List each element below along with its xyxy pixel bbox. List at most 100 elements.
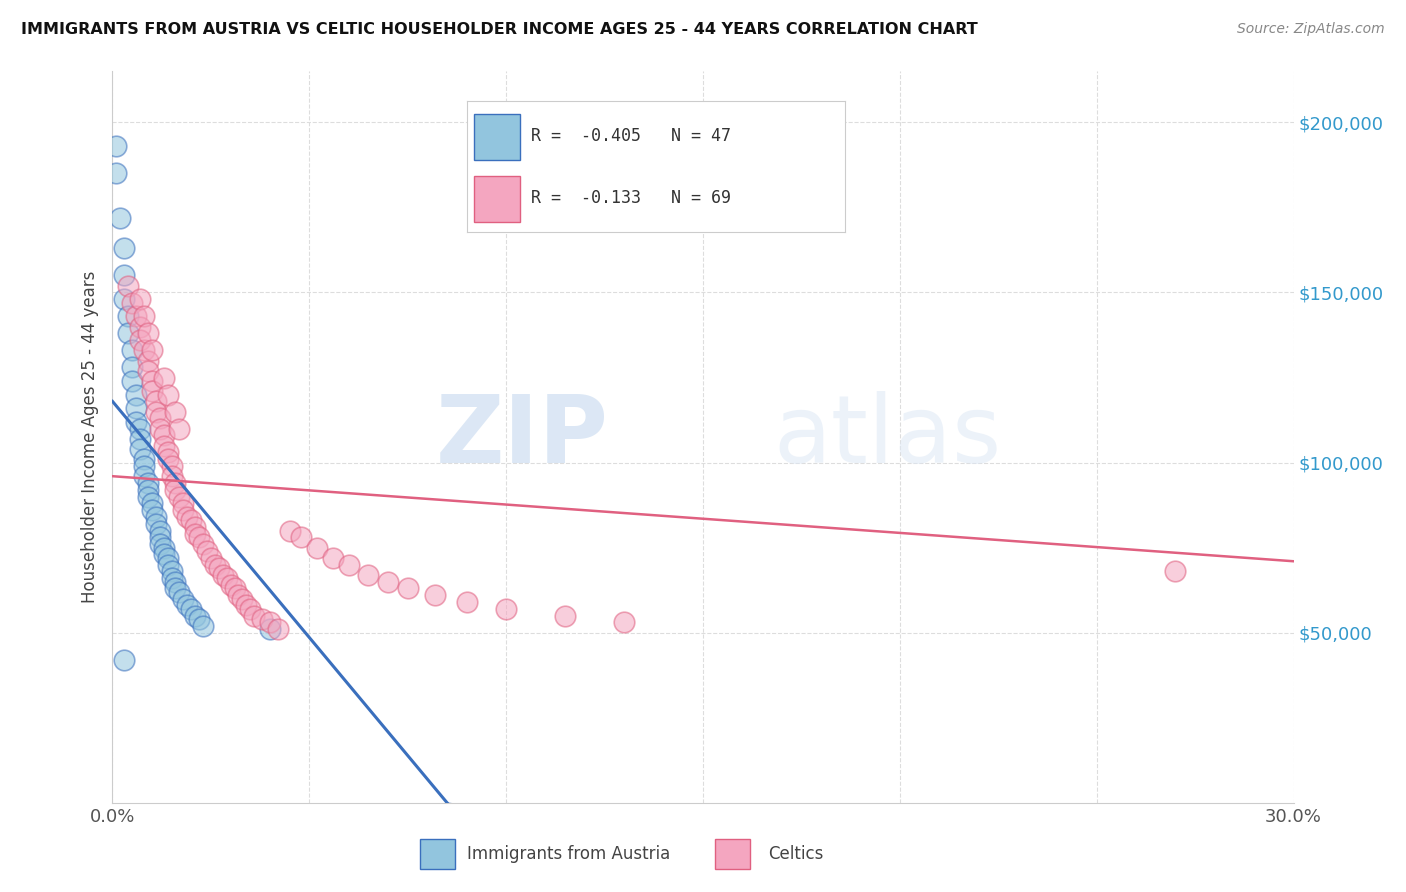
Point: [377, 574, 399, 589]
Point: [160, 469, 183, 483]
Point: [152, 439, 174, 453]
Point: [112, 268, 135, 283]
Point: [224, 582, 246, 596]
Point: [156, 445, 179, 459]
Point: [211, 567, 233, 582]
Point: [112, 293, 135, 307]
Point: [250, 612, 273, 626]
Point: [105, 139, 128, 153]
Point: [129, 333, 152, 347]
Point: [105, 166, 128, 180]
Point: [191, 619, 214, 633]
Point: [208, 561, 231, 575]
Point: [152, 541, 174, 555]
Point: [184, 608, 207, 623]
Point: [156, 550, 179, 565]
Point: [172, 496, 194, 510]
Point: [169, 421, 191, 435]
Point: [160, 571, 183, 585]
Point: [156, 558, 179, 572]
Point: [176, 510, 198, 524]
Point: [149, 537, 172, 551]
Point: [180, 513, 202, 527]
Point: [112, 241, 135, 255]
Point: [141, 374, 163, 388]
Point: [149, 411, 172, 425]
Point: [149, 421, 172, 435]
Point: [129, 421, 152, 435]
Point: [145, 516, 167, 531]
Point: [290, 531, 312, 545]
Point: [136, 475, 159, 490]
Text: IMMIGRANTS FROM AUSTRIA VS CELTIC HOUSEHOLDER INCOME AGES 25 - 44 YEARS CORRELAT: IMMIGRANTS FROM AUSTRIA VS CELTIC HOUSEH…: [21, 22, 977, 37]
Point: [117, 326, 139, 341]
Point: [195, 544, 218, 558]
Point: [165, 574, 187, 589]
Point: [267, 622, 290, 636]
Point: [176, 599, 198, 613]
Text: atlas: atlas: [773, 391, 1002, 483]
Point: [228, 588, 250, 602]
Point: [141, 503, 163, 517]
Point: [132, 452, 155, 467]
Point: [188, 612, 211, 626]
Point: [396, 582, 419, 596]
Text: Source: ZipAtlas.com: Source: ZipAtlas.com: [1237, 22, 1385, 37]
Point: [165, 582, 187, 596]
Point: [160, 565, 183, 579]
Point: [156, 452, 179, 467]
Point: [129, 432, 152, 446]
Point: [132, 310, 155, 324]
Point: [121, 374, 143, 388]
Point: [165, 483, 187, 497]
Point: [129, 319, 152, 334]
Point: [165, 404, 187, 418]
Point: [125, 387, 148, 401]
Point: [231, 591, 253, 606]
Point: [160, 458, 183, 473]
Point: [145, 404, 167, 418]
Point: [322, 550, 344, 565]
Point: [136, 353, 159, 368]
Point: [425, 588, 447, 602]
Point: [357, 567, 380, 582]
Point: [136, 483, 159, 497]
Point: [132, 458, 155, 473]
Point: [132, 469, 155, 483]
Point: [136, 490, 159, 504]
Point: [136, 326, 159, 341]
Point: [152, 548, 174, 562]
Point: [152, 428, 174, 442]
Point: [152, 370, 174, 384]
Point: [121, 360, 143, 375]
Point: [165, 475, 187, 490]
Point: [141, 343, 163, 358]
Point: [117, 310, 139, 324]
Point: [180, 602, 202, 616]
Point: [156, 387, 179, 401]
Point: [121, 295, 143, 310]
Point: [132, 343, 155, 358]
Point: [259, 622, 281, 636]
Point: [121, 343, 143, 358]
Point: [239, 602, 262, 616]
Point: [191, 537, 214, 551]
Point: [136, 364, 159, 378]
Point: [172, 591, 194, 606]
Point: [243, 608, 266, 623]
Point: [117, 278, 139, 293]
Point: [169, 585, 191, 599]
Point: [129, 293, 152, 307]
Point: [149, 524, 172, 538]
Point: [112, 653, 135, 667]
Point: [215, 571, 238, 585]
Point: [110, 211, 132, 225]
Point: [456, 595, 478, 609]
Text: ZIP: ZIP: [436, 391, 609, 483]
Point: [200, 550, 222, 565]
Point: [145, 394, 167, 409]
Point: [125, 310, 148, 324]
Point: [125, 415, 148, 429]
Point: [125, 401, 148, 416]
Point: [1164, 565, 1187, 579]
